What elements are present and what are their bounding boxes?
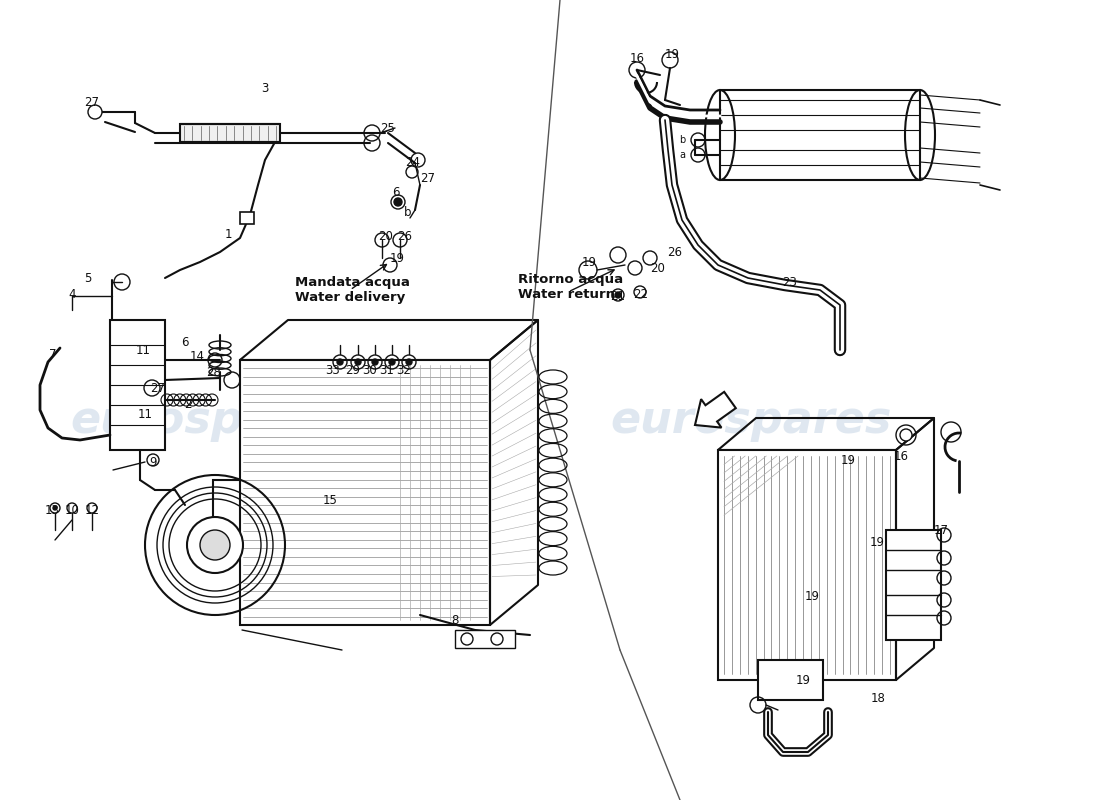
Text: 31: 31 (379, 365, 395, 378)
Text: 28: 28 (207, 366, 221, 379)
Bar (718, 450, 896, 680)
Text: 13: 13 (45, 503, 59, 517)
Bar (240, 212, 254, 224)
Circle shape (900, 429, 912, 441)
Bar (110, 320, 165, 450)
Text: 3: 3 (262, 82, 268, 94)
Bar (240, 360, 490, 625)
Text: 11: 11 (135, 343, 151, 357)
Circle shape (389, 359, 395, 365)
Text: 1: 1 (224, 229, 232, 242)
Text: eurospares: eurospares (70, 398, 351, 442)
Text: a: a (679, 150, 685, 160)
Circle shape (394, 198, 402, 206)
Text: Mandata acqua
Water delivery: Mandata acqua Water delivery (295, 276, 410, 304)
Text: 10: 10 (65, 503, 79, 517)
Text: 33: 33 (326, 365, 340, 378)
Text: 15: 15 (322, 494, 338, 506)
Text: 22: 22 (634, 289, 649, 302)
Bar (720, 90, 920, 180)
Text: 27: 27 (420, 171, 436, 185)
Text: eurospares: eurospares (610, 398, 891, 442)
Circle shape (53, 506, 57, 510)
Text: 9: 9 (150, 455, 156, 469)
Text: Ritorno acqua
Water return: Ritorno acqua Water return (518, 273, 623, 301)
Bar (213, 480, 308, 550)
Text: 16: 16 (893, 450, 909, 462)
Text: b: b (679, 135, 685, 145)
Text: 19: 19 (389, 251, 405, 265)
Text: 5: 5 (85, 271, 91, 285)
Circle shape (187, 517, 243, 573)
Text: 27: 27 (151, 382, 165, 395)
Circle shape (615, 292, 622, 298)
Circle shape (372, 359, 378, 365)
Text: 16: 16 (629, 51, 645, 65)
Text: 19: 19 (804, 590, 820, 603)
Text: 14: 14 (189, 350, 205, 362)
Text: 26: 26 (668, 246, 682, 259)
Text: 17: 17 (934, 523, 948, 537)
FancyArrow shape (695, 392, 736, 428)
Text: b: b (405, 206, 411, 218)
Text: 2: 2 (185, 398, 191, 411)
Circle shape (355, 359, 361, 365)
Text: 7: 7 (50, 349, 57, 362)
Circle shape (337, 359, 343, 365)
Text: 27: 27 (85, 97, 99, 110)
Text: 21: 21 (610, 290, 626, 302)
Text: 30: 30 (363, 365, 377, 378)
Bar (758, 660, 823, 700)
Text: 32: 32 (397, 365, 411, 378)
Bar (180, 124, 280, 142)
Text: 12: 12 (85, 503, 99, 517)
Circle shape (88, 105, 102, 119)
Text: 19: 19 (840, 454, 856, 466)
Text: 19: 19 (664, 49, 680, 62)
Text: 6: 6 (182, 335, 189, 349)
Text: 19: 19 (582, 255, 596, 269)
Text: 18: 18 (870, 693, 886, 706)
Text: 20: 20 (650, 262, 666, 274)
Text: 26: 26 (397, 230, 412, 242)
Bar (455, 630, 515, 648)
Text: 19: 19 (795, 674, 811, 687)
Text: 23: 23 (782, 275, 797, 289)
Circle shape (406, 359, 412, 365)
Text: 19: 19 (869, 537, 884, 550)
Circle shape (200, 530, 230, 560)
Text: 6: 6 (393, 186, 399, 199)
Text: 25: 25 (381, 122, 395, 134)
Text: 24: 24 (406, 157, 420, 170)
Text: 20: 20 (378, 230, 394, 242)
Bar (886, 530, 940, 640)
Text: 4: 4 (68, 287, 76, 301)
Text: 29: 29 (345, 365, 361, 378)
Text: 11: 11 (138, 407, 153, 421)
Text: 8: 8 (451, 614, 459, 627)
